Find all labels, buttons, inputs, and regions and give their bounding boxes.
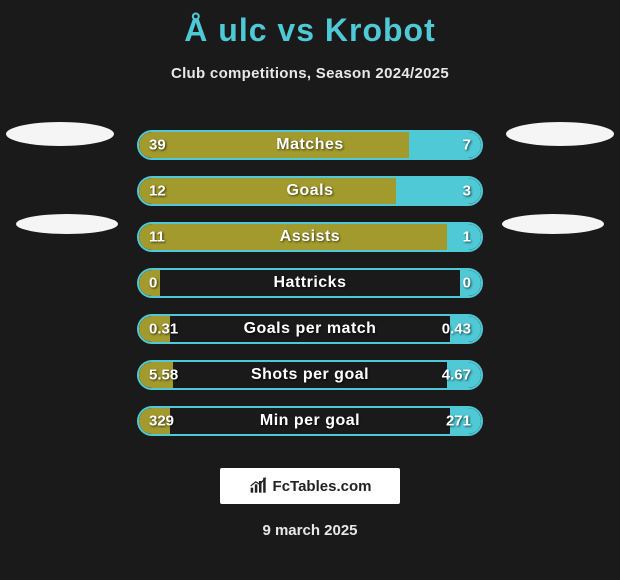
bar-fill-left	[139, 316, 170, 342]
subtitle: Club competitions, Season 2024/2025	[0, 65, 620, 82]
bar-fill-left	[139, 224, 447, 250]
player-marker-right	[506, 122, 614, 146]
bar-track: Goals per match0.310.43	[137, 314, 483, 344]
bar-track: Assists111	[137, 222, 483, 252]
bar-track: Min per goal329271	[137, 406, 483, 436]
stat-row: Shots per goal5.584.67	[0, 352, 620, 398]
bar-fill-left	[139, 362, 173, 388]
stat-row: Goals per match0.310.43	[0, 306, 620, 352]
date-line: 9 march 2025	[0, 522, 620, 539]
bar-fill-right	[409, 132, 481, 158]
bars-area: Matches397 Goals123 Assists111 Hattricks00 G…	[0, 122, 620, 444]
chart-icon	[249, 476, 269, 496]
bar-label: Shots per goal	[139, 366, 481, 384]
bar-fill-right	[450, 408, 481, 434]
branding-text: FcTables.com	[273, 478, 372, 495]
stat-row: Hattricks00	[0, 260, 620, 306]
stat-row: Assists111	[0, 214, 620, 260]
page-title: Å ulc vs Krobot	[0, 0, 620, 49]
bar-fill-right	[396, 178, 482, 204]
bar-label: Hattricks	[139, 274, 481, 292]
bar-fill-right	[450, 316, 481, 342]
bar-track: Hattricks00	[137, 268, 483, 298]
bar-track: Shots per goal5.584.67	[137, 360, 483, 390]
player-marker-left	[6, 122, 114, 146]
comparison-infographic: Å ulc vs Krobot Club competitions, Seaso…	[0, 0, 620, 580]
bar-fill-right	[447, 224, 481, 250]
branding-badge: FcTables.com	[220, 468, 400, 504]
bar-fill-right	[460, 270, 481, 296]
bar-fill-left	[139, 270, 160, 296]
bar-label: Min per goal	[139, 412, 481, 430]
bar-track: Matches397	[137, 130, 483, 160]
stat-row: Min per goal329271	[0, 398, 620, 444]
bar-fill-left	[139, 178, 396, 204]
stat-row: Matches397	[0, 122, 620, 168]
bar-fill-right	[447, 362, 481, 388]
bar-track: Goals123	[137, 176, 483, 206]
bar-label: Goals per match	[139, 320, 481, 338]
bar-fill-left	[139, 408, 170, 434]
stat-row: Goals123	[0, 168, 620, 214]
bar-fill-left	[139, 132, 409, 158]
